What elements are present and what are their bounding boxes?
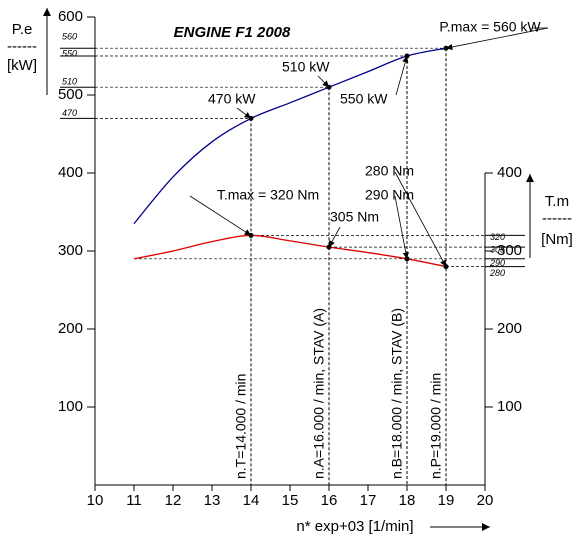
y-minor-label: 470: [62, 108, 77, 118]
annotation-leader: [189, 195, 252, 236]
data-point: [326, 244, 332, 250]
annotation: 280 Nm: [365, 163, 414, 179]
annotation: P.max = 560 kW: [439, 19, 541, 35]
annotation-leader: [395, 55, 409, 96]
annotation: 510 kW: [282, 59, 330, 75]
data-point: [443, 45, 449, 51]
x-tick-label: 10: [87, 492, 104, 509]
chart-title: ENGINE F1 2008: [174, 24, 291, 41]
x-tick-label: 17: [360, 492, 377, 509]
y-tick-label: 600: [58, 8, 83, 25]
y2-tick-label: 400: [497, 164, 522, 181]
y2-minor-label: 290: [489, 258, 505, 268]
annotation-leader: [328, 226, 341, 248]
x-tick-label: 18: [399, 492, 416, 509]
y-minor-label: 560: [62, 32, 77, 42]
x-tick-label: 14: [243, 492, 260, 509]
annotation-leader: [445, 27, 549, 51]
y2-minor-label: 280: [489, 268, 505, 278]
x-tick-label: 11: [126, 492, 142, 509]
annotation-leader: [394, 195, 409, 259]
y2-tick-label: 200: [497, 320, 522, 337]
annotation: 550 kW: [340, 91, 388, 107]
y2-label-unit: [Nm]: [541, 231, 573, 248]
annotation: 290 Nm: [365, 187, 414, 203]
x-tick-label: 19: [438, 492, 455, 509]
x-tick-label: 15: [282, 492, 299, 509]
y2-label: T.m: [545, 193, 569, 210]
y2-tick-label: 300: [497, 242, 522, 259]
y2-minor-label: 305: [490, 244, 506, 254]
annotation-leader: [394, 171, 447, 267]
data-point: [248, 232, 254, 238]
x-tick-label: 12: [165, 492, 182, 509]
y-tick-label: 100: [58, 398, 83, 415]
y-tick-label: 200: [58, 320, 83, 337]
y-label: P.e: [12, 21, 33, 38]
data-point: [443, 264, 449, 270]
y-tick-label: 400: [58, 164, 83, 181]
data-point: [404, 53, 410, 59]
reference-label: n.T=14.000 / min: [233, 374, 249, 479]
data-point: [248, 115, 254, 121]
y2-minor-label: 320: [490, 232, 505, 242]
x-label: n* exp+03 [1/min]: [296, 518, 413, 535]
x-tick-label: 16: [321, 492, 338, 509]
annotation-leader: [236, 107, 252, 119]
reference-label: n.B=18.000 / min, STAV (B): [389, 308, 405, 479]
y-tick-label: 500: [58, 86, 83, 103]
annotation: 470 kW: [208, 91, 256, 107]
x-tick-label: 13: [204, 492, 221, 509]
reference-label: n.A=16.000 / min, STAV (A): [311, 308, 327, 479]
y-minor-label: 550: [62, 48, 77, 58]
series-line: [133, 234, 447, 268]
y-label-rule: ------: [7, 38, 37, 55]
data-point: [326, 84, 332, 90]
y-tick-label: 300: [58, 242, 83, 259]
annotation-leader: [317, 75, 330, 88]
y-minor-label: 510: [62, 77, 77, 87]
reference-label: n.P=19.000 / min: [428, 373, 444, 479]
annotation: T.max = 320 Nm: [217, 187, 319, 203]
y2-tick-label: 100: [497, 398, 522, 415]
annotation: 305 Nm: [330, 209, 379, 225]
series-line: [133, 47, 447, 225]
data-point: [404, 256, 410, 262]
x-tick-label: 20: [477, 492, 494, 509]
y2-label-rule: ------: [542, 210, 572, 227]
y-label-unit: [kW]: [7, 57, 37, 74]
